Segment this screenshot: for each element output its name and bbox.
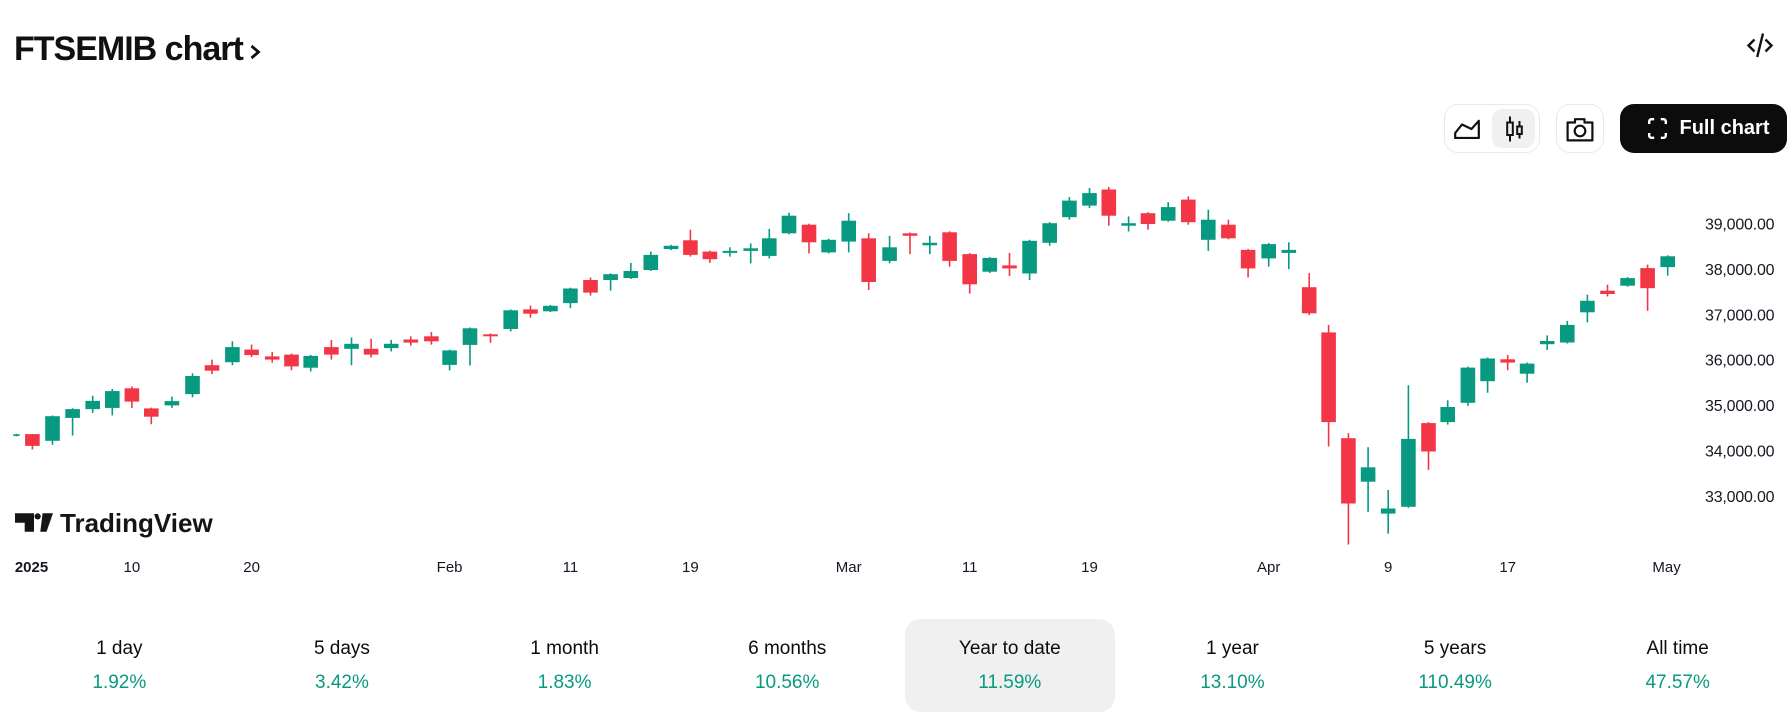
svg-text:May: May bbox=[1652, 559, 1681, 576]
svg-text:10: 10 bbox=[124, 559, 141, 576]
svg-text:34,000.00: 34,000.00 bbox=[1705, 444, 1775, 461]
svg-text:38,000.00: 38,000.00 bbox=[1705, 262, 1775, 279]
svg-text:9: 9 bbox=[1384, 559, 1392, 576]
svg-text:11: 11 bbox=[962, 559, 978, 576]
svg-text:35,000.00: 35,000.00 bbox=[1705, 398, 1775, 415]
svg-text:37,000.00: 37,000.00 bbox=[1705, 307, 1775, 324]
svg-text:2025: 2025 bbox=[15, 559, 48, 576]
svg-text:20: 20 bbox=[243, 559, 260, 576]
svg-text:19: 19 bbox=[682, 559, 699, 576]
svg-text:Apr: Apr bbox=[1257, 559, 1280, 576]
svg-text:11: 11 bbox=[563, 559, 579, 576]
svg-text:TradingView: TradingView bbox=[60, 509, 213, 538]
svg-text:19: 19 bbox=[1081, 559, 1098, 576]
svg-text:Feb: Feb bbox=[437, 559, 463, 576]
svg-text:17: 17 bbox=[1499, 559, 1516, 576]
svg-text:36,000.00: 36,000.00 bbox=[1705, 353, 1775, 370]
svg-text:39,000.00: 39,000.00 bbox=[1705, 217, 1775, 234]
svg-text:33,000.00: 33,000.00 bbox=[1705, 489, 1775, 506]
svg-text:Mar: Mar bbox=[836, 559, 862, 576]
